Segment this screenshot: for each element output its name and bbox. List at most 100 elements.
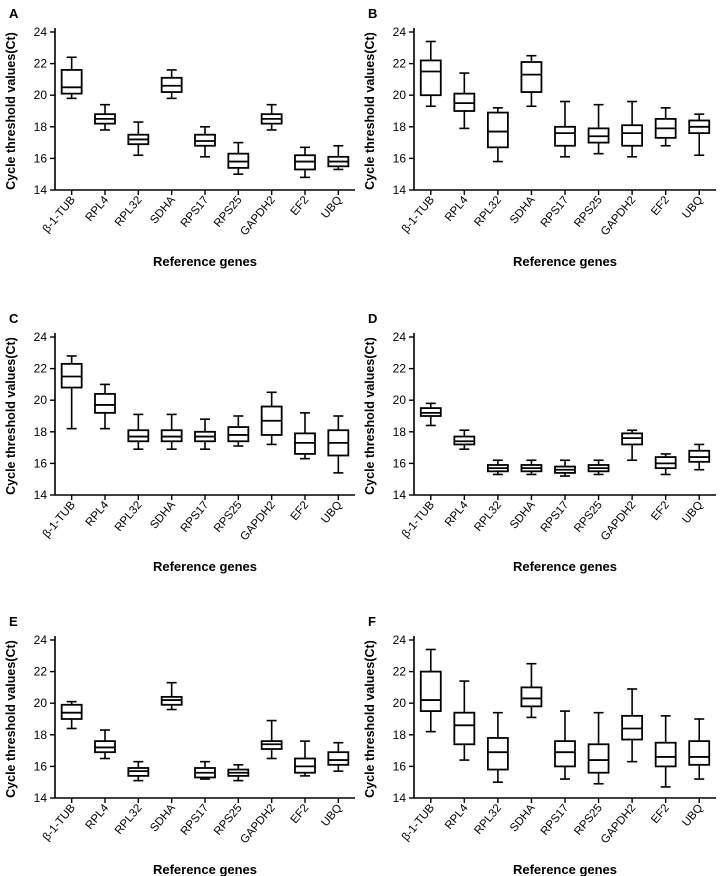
x-tick-label: RPL32: [472, 802, 504, 837]
box-iqr: [554, 740, 576, 768]
box-iqr: [486, 737, 509, 771]
box-gapdh2: [260, 391, 283, 446]
box-iqr: [94, 392, 116, 414]
box-rps17: [194, 126, 216, 158]
y-tick-label: 20: [34, 88, 48, 102]
x-tick-label: GAPDH2: [238, 499, 278, 543]
x-tick-label: SDHA: [508, 194, 538, 226]
panel-label: A: [9, 6, 19, 21]
x-tick-label: RPS17: [539, 194, 572, 230]
x-tick-label: RPS25: [572, 499, 605, 535]
y-tick-label: 16: [34, 151, 48, 165]
x-tick-label: SDHA: [508, 499, 538, 531]
y-tick-label: 14: [34, 488, 48, 502]
box-ef2: [294, 146, 316, 179]
box-rpl4: [453, 429, 476, 450]
box-rpl4: [94, 729, 116, 760]
panel-a: A 14 16 18 20 22 24 Cycle threshold values(Ct) β…: [4, 6, 355, 269]
x-axis-title: Reference genes: [513, 862, 617, 876]
box-rpl4: [453, 72, 476, 130]
y-axis-title: Cycle threshold values(Ct): [363, 32, 377, 190]
x-tick-label: EF2: [649, 194, 672, 218]
box-ubq: [327, 741, 350, 772]
box-sdha: [520, 459, 543, 476]
box-rps25: [587, 711, 610, 785]
x-tick-label: SDHA: [148, 194, 178, 226]
box-rps17: [194, 418, 216, 450]
y-tick-label: 24: [393, 25, 407, 39]
y-tick-label: 24: [34, 25, 48, 39]
x-tick-label: RPS17: [179, 194, 212, 230]
x-tick-label: UBQ: [319, 194, 344, 221]
y-tick-label: 14: [34, 791, 48, 805]
box-iqr: [587, 743, 610, 774]
box-iqr: [621, 124, 644, 147]
panel-d: D 14 16 18 20 22 24 Cycle threshold values(Ct) β…: [363, 311, 716, 574]
box-gapdh2: [621, 429, 644, 462]
box-iqr: [554, 125, 576, 147]
x-tick-label: GAPDH2: [599, 802, 639, 846]
x-tick-label: RPL32: [472, 499, 504, 534]
y-tick-label: 22: [34, 57, 48, 71]
y-tick-label: 16: [34, 456, 48, 470]
x-tick-label: EF2: [649, 499, 672, 523]
x-tick-label: RPS25: [212, 194, 245, 230]
x-tick-label: UBQ: [319, 499, 344, 526]
box-rps25: [587, 103, 610, 155]
box-rpl4: [453, 680, 476, 761]
box-gapdh2: [621, 100, 644, 158]
x-axis-title: Reference genes: [513, 559, 617, 574]
box--1-tub: [60, 56, 83, 100]
box-gapdh2: [260, 719, 283, 760]
box-iqr: [486, 111, 509, 149]
x-tick-label: RPL32: [113, 499, 145, 534]
box-ef2: [294, 740, 316, 777]
box-rps17: [554, 459, 576, 477]
box--1-tub: [419, 40, 442, 108]
box-gapdh2: [260, 103, 283, 131]
box-rpl32: [127, 760, 150, 782]
x-tick-label: GAPDH2: [599, 499, 639, 543]
y-tick-label: 22: [34, 665, 48, 679]
x-tick-label: RPL32: [472, 194, 504, 229]
y-tick-label: 20: [393, 88, 407, 102]
box-iqr: [327, 751, 350, 766]
box-rps25: [227, 141, 250, 175]
y-axis-title: Cycle threshold values(Ct): [4, 32, 18, 190]
x-tick-label: RPS17: [539, 802, 572, 838]
x-tick-label: GAPDH2: [599, 194, 639, 238]
y-tick-label: 14: [393, 488, 407, 502]
box-iqr: [520, 686, 543, 708]
box-iqr: [419, 59, 442, 97]
x-tick-label: RPS17: [179, 802, 212, 838]
x-tick-label: RPS25: [212, 499, 245, 535]
x-tick-label: RPL32: [113, 194, 145, 229]
y-axis-title: Cycle threshold values(Ct): [363, 337, 377, 495]
y-tick-label: 20: [34, 393, 48, 407]
x-tick-label: β-1-TUB: [41, 194, 78, 235]
box-rpl32: [127, 413, 150, 450]
x-tick-label: RPL4: [84, 194, 112, 224]
x-tick-label: EF2: [649, 802, 672, 826]
box-rps17: [554, 100, 576, 158]
box-rps17: [554, 710, 576, 780]
y-tick-label: 22: [393, 665, 407, 679]
box-ef2: [294, 412, 316, 460]
box-sdha: [160, 69, 183, 100]
y-tick-label: 24: [34, 330, 48, 344]
y-tick-label: 22: [393, 57, 407, 71]
x-tick-label: β-1-TUB: [400, 194, 437, 235]
x-tick-label: EF2: [289, 499, 312, 523]
box-iqr: [419, 670, 442, 712]
box-sdha: [160, 413, 183, 450]
box-iqr: [688, 740, 711, 766]
y-axis-title: Cycle threshold values(Ct): [363, 640, 377, 798]
box-rps25: [227, 415, 250, 447]
x-axis-title: Reference genes: [513, 254, 617, 269]
x-tick-label: RPS17: [539, 499, 572, 535]
y-tick-label: 14: [393, 183, 407, 197]
box-ef2: [654, 715, 677, 788]
x-tick-label: β-1-TUB: [400, 802, 437, 843]
box-rps25: [587, 459, 610, 476]
box-rps25: [227, 764, 250, 782]
